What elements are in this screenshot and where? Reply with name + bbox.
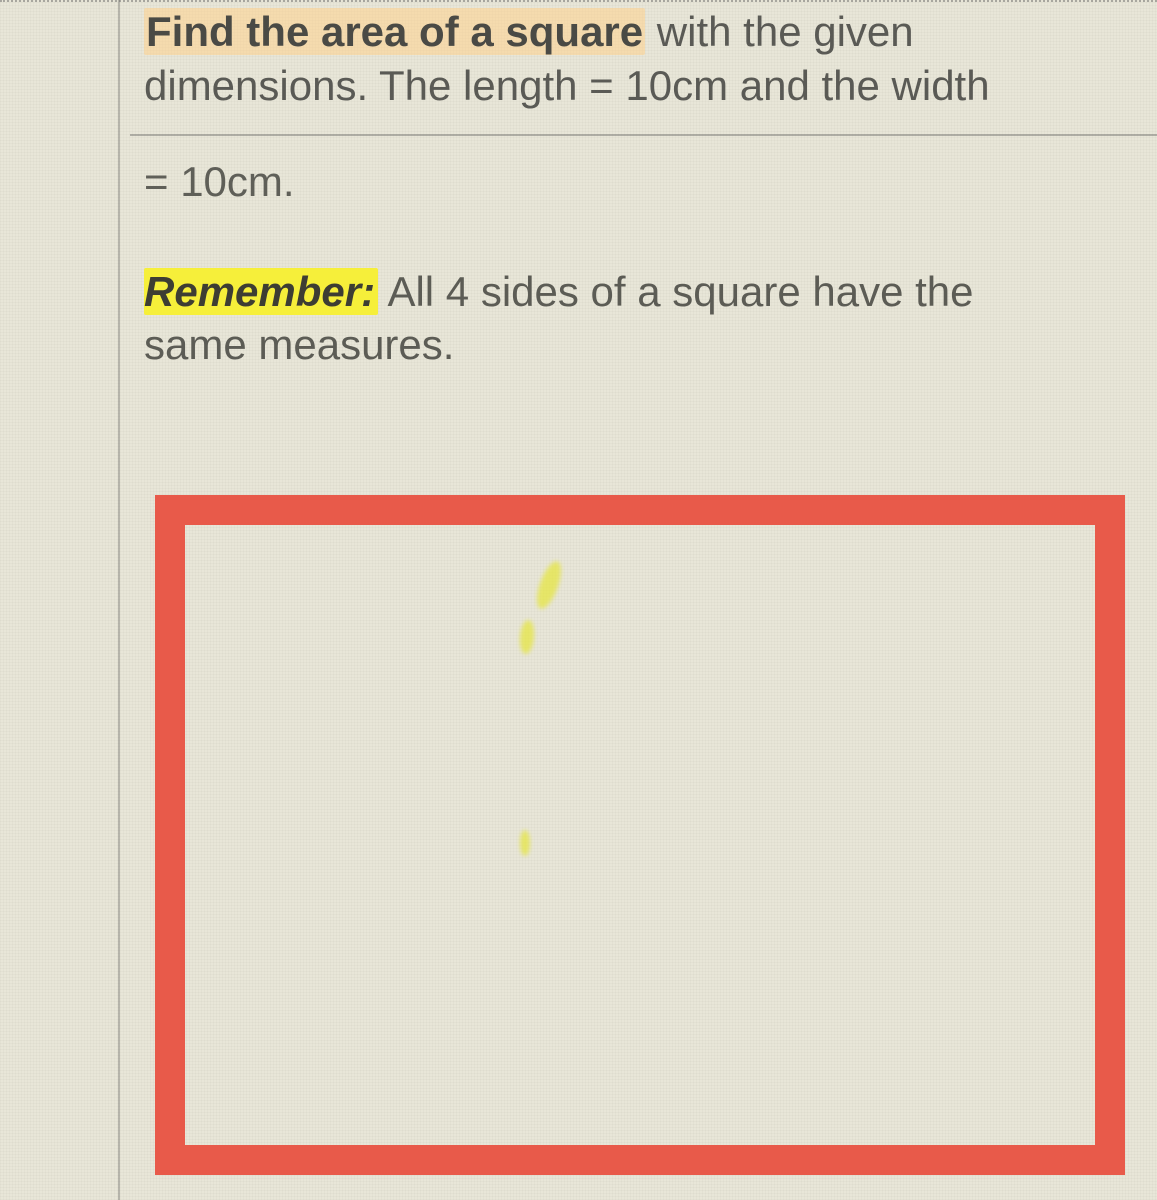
problem-text-line2: dimensions. The length = 10cm and the wi… xyxy=(144,59,1143,113)
square-diagram xyxy=(155,495,1125,1175)
problem-cell-top: Find the area of a square with the given… xyxy=(130,0,1157,136)
reminder-line1: Remember: All 4 sides of a square have t… xyxy=(144,266,1143,319)
reminder-label: Remember: xyxy=(144,268,378,315)
scuff-mark xyxy=(520,830,530,856)
reminder-text-rest: All 4 sides of a square have the xyxy=(378,268,973,315)
problem-highlighted-phrase: Find the area of a square xyxy=(144,8,645,55)
problem-cell-bottom: = 10cm. Remember: All 4 sides of a squar… xyxy=(130,136,1157,381)
square-outline xyxy=(155,495,1125,1175)
problem-text-line1-rest: with the given xyxy=(645,8,914,55)
reminder-line2: same measures. xyxy=(144,319,1143,372)
table-column-rule xyxy=(118,0,120,1200)
problem-text-line1: Find the area of a square with the given xyxy=(144,6,1143,59)
problem-continuation: = 10cm. xyxy=(144,158,1143,206)
